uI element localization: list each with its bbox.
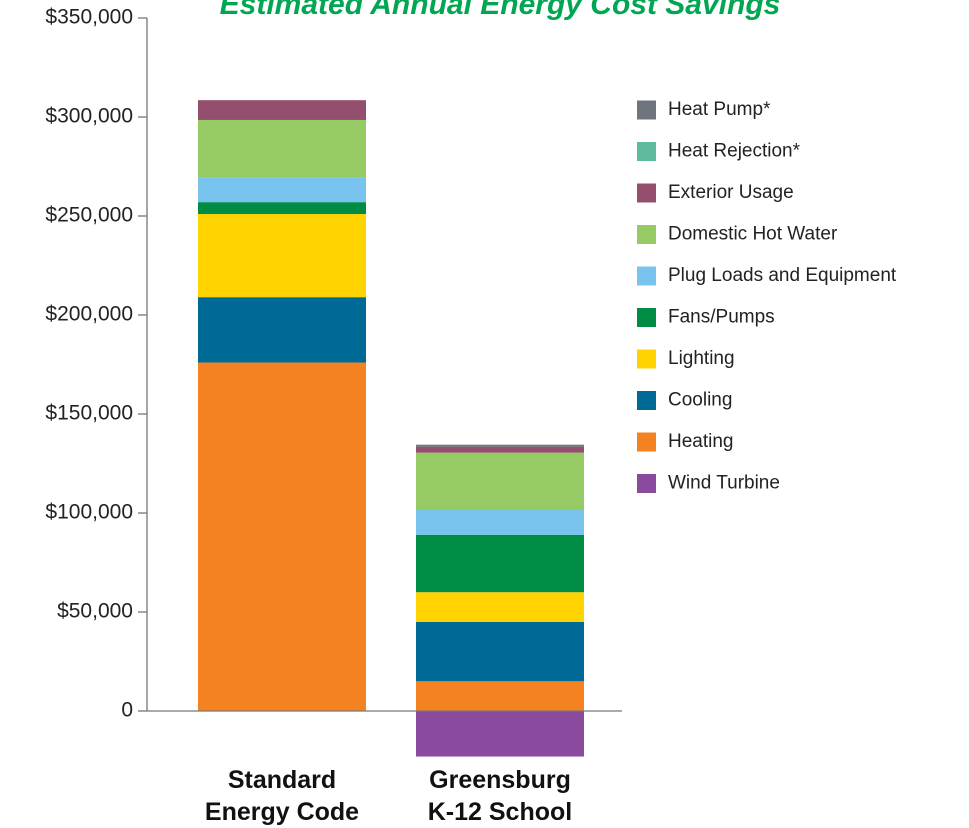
bar-segment-domestic-hot-water <box>416 452 584 511</box>
legend-item-exterior-usage: Exterior Usage <box>637 182 794 203</box>
y-tick-label: $300,000 <box>45 105 133 128</box>
legend-label: Cooling <box>668 390 732 411</box>
legend-item-plug-loads-and-equipment: Plug Loads and Equipment <box>637 265 897 286</box>
legend-swatch <box>637 349 656 369</box>
legend-label: Lighting <box>668 348 735 369</box>
bar-stack-standard-energy-code <box>198 100 366 711</box>
bar-segment-domestic-hot-water <box>198 119 366 178</box>
legend-item-heating: Heating <box>637 431 734 452</box>
legend-item-wind-turbine: Wind Turbine <box>637 473 780 494</box>
bar-stack-greensburg-k-12-school <box>416 444 584 757</box>
bar-segment-heating <box>198 362 366 711</box>
legend-label: Domestic Hot Water <box>668 224 838 245</box>
bar-segment-cooling <box>198 297 366 363</box>
legend-swatch <box>637 474 656 493</box>
legend-label: Plug Loads and Equipment <box>668 265 897 286</box>
legend-swatch <box>637 432 656 452</box>
legend-swatch <box>637 391 656 410</box>
legend-item-cooling: Cooling <box>637 390 732 411</box>
bar-segment-wind-turbine <box>416 711 584 757</box>
legend-swatch <box>637 100 656 120</box>
y-tick-label: $50,000 <box>57 600 133 623</box>
bar-segment-lighting <box>416 592 584 622</box>
bar-segment-heat-pump <box>416 444 584 447</box>
y-tick-label: $250,000 <box>45 204 133 227</box>
bar-segment-exterior-usage <box>416 446 584 453</box>
bar-segment-lighting <box>198 214 366 298</box>
legend-label: Exterior Usage <box>668 182 794 203</box>
legend-swatch <box>637 225 656 244</box>
y-axis: 0 $50,000 $100,000 $150,000 $200,000 $250,000… <box>45 6 148 722</box>
bar-segment-fans-pumps <box>416 534 584 593</box>
legend-swatch <box>637 266 656 286</box>
y-tick-label: $100,000 <box>45 501 133 524</box>
y-tick-label: 0 <box>121 699 133 722</box>
legend-label: Wind Turbine <box>668 473 780 494</box>
bar-segment-fans-pumps <box>198 202 366 215</box>
legend-swatch <box>637 142 656 161</box>
category-label: Standard Energy Code <box>205 766 359 826</box>
y-tick-label: $150,000 <box>45 402 133 425</box>
category-label: Greensburg K-12 School <box>428 766 572 826</box>
chart-title: Estimated Annual Energy Cost Savings <box>220 0 781 21</box>
legend-label: Heating <box>668 431 734 452</box>
category-labels: Standard Energy Code Greensburg K-12 School <box>205 766 572 826</box>
legend-swatch <box>637 308 656 327</box>
bar-segment-heating <box>416 681 584 711</box>
legend-label: Heat Pump* <box>668 99 771 120</box>
legend: Heat Pump* Heat Rejection* Exterior Usage D… <box>637 99 897 494</box>
y-tick-label: $200,000 <box>45 303 133 326</box>
legend-item-heat-pump: Heat Pump* <box>637 99 771 120</box>
bar-segment-plug-loads-and-equipment <box>416 510 584 535</box>
legend-swatch <box>637 183 656 203</box>
bar-stacks <box>198 100 584 757</box>
bar-segment-plug-loads-and-equipment <box>198 177 366 203</box>
legend-item-heat-rejection: Heat Rejection* <box>637 141 801 162</box>
legend-item-fans-pumps: Fans/Pumps <box>637 307 775 328</box>
bar-segment-exterior-usage <box>198 100 366 120</box>
legend-label: Fans/Pumps <box>668 307 775 328</box>
legend-item-domestic-hot-water: Domestic Hot Water <box>637 224 838 245</box>
bar-segment-cooling <box>416 621 584 682</box>
legend-item-lighting: Lighting <box>637 348 735 369</box>
y-tick-label: $350,000 <box>45 6 133 29</box>
legend-label: Heat Rejection* <box>668 141 801 162</box>
